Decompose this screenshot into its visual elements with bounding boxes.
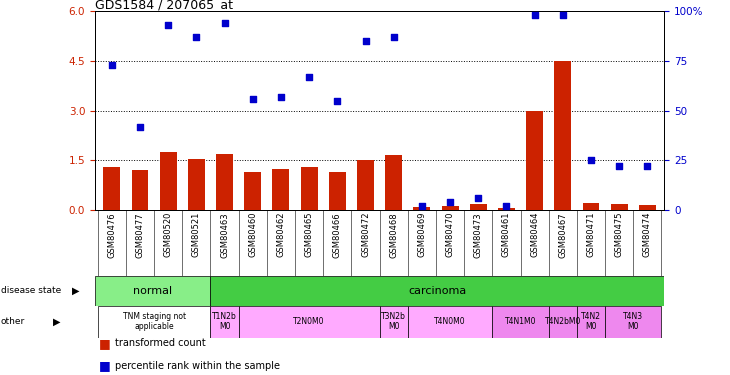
Bar xyxy=(272,169,289,210)
Point xyxy=(642,163,653,169)
Text: GSM80466: GSM80466 xyxy=(333,212,342,258)
Text: T4N3
M0: T4N3 M0 xyxy=(623,312,643,331)
Bar xyxy=(498,208,515,210)
Point xyxy=(303,74,315,80)
Point xyxy=(106,62,118,68)
Point xyxy=(472,195,484,201)
Text: carcinoma: carcinoma xyxy=(408,286,466,296)
Text: GDS1584 / 207065_at: GDS1584 / 207065_at xyxy=(95,0,233,11)
Bar xyxy=(188,159,205,210)
Text: GSM80467: GSM80467 xyxy=(558,212,567,258)
Text: T2N0M0: T2N0M0 xyxy=(293,317,325,326)
Text: GSM80471: GSM80471 xyxy=(586,212,596,258)
Bar xyxy=(577,306,605,338)
Text: ■: ■ xyxy=(99,337,110,350)
Bar xyxy=(470,204,487,210)
Point xyxy=(134,123,146,129)
Text: ■: ■ xyxy=(99,359,110,372)
Bar xyxy=(104,167,120,210)
Text: disease state: disease state xyxy=(1,286,61,295)
Text: GSM80520: GSM80520 xyxy=(164,212,173,257)
Bar xyxy=(526,111,543,210)
Text: GSM80465: GSM80465 xyxy=(304,212,314,258)
Point xyxy=(501,203,512,209)
Bar xyxy=(216,154,233,210)
Point xyxy=(445,199,456,205)
Point xyxy=(360,38,372,44)
Point xyxy=(247,96,258,102)
Text: normal: normal xyxy=(133,286,172,296)
Text: transformed count: transformed count xyxy=(115,338,206,348)
Text: other: other xyxy=(1,317,25,326)
Text: T4N0M0: T4N0M0 xyxy=(434,317,466,326)
Bar xyxy=(357,160,374,210)
Text: GSM80476: GSM80476 xyxy=(107,212,116,258)
Bar xyxy=(95,276,210,306)
Text: GSM80460: GSM80460 xyxy=(248,212,257,258)
Text: GSM80468: GSM80468 xyxy=(389,212,398,258)
Bar xyxy=(98,306,210,338)
Text: GSM80461: GSM80461 xyxy=(502,212,511,258)
Text: GSM80472: GSM80472 xyxy=(361,212,370,258)
Bar xyxy=(239,306,380,338)
Bar xyxy=(408,306,492,338)
Text: T1N2b
M0: T1N2b M0 xyxy=(212,312,237,331)
Bar xyxy=(554,61,572,210)
Text: GSM80477: GSM80477 xyxy=(136,212,145,258)
Text: GSM80470: GSM80470 xyxy=(445,212,455,258)
Bar xyxy=(492,306,549,338)
Bar xyxy=(380,306,408,338)
Bar xyxy=(210,306,239,338)
Bar xyxy=(245,172,261,210)
Point xyxy=(557,12,569,18)
Point xyxy=(331,98,343,104)
Text: GSM80521: GSM80521 xyxy=(192,212,201,257)
Text: GSM80462: GSM80462 xyxy=(277,212,285,258)
Point xyxy=(388,34,399,40)
Text: GSM80474: GSM80474 xyxy=(643,212,652,258)
Bar xyxy=(301,167,318,210)
Bar xyxy=(160,152,177,210)
Text: GSM80473: GSM80473 xyxy=(474,212,483,258)
Text: T3N2b
M0: T3N2b M0 xyxy=(381,312,406,331)
Text: ▶: ▶ xyxy=(53,316,61,327)
Bar xyxy=(328,172,346,210)
Bar xyxy=(385,155,402,210)
Point xyxy=(191,34,202,40)
Text: GSM80469: GSM80469 xyxy=(418,212,426,258)
Bar xyxy=(605,306,661,338)
Bar xyxy=(639,205,656,210)
Bar xyxy=(131,170,148,210)
Point xyxy=(416,203,428,209)
Bar xyxy=(442,206,458,210)
Point xyxy=(613,163,625,169)
Text: T4N2bM0: T4N2bM0 xyxy=(545,317,581,326)
Text: ▶: ▶ xyxy=(72,286,79,296)
Bar xyxy=(413,207,431,210)
Text: GSM80464: GSM80464 xyxy=(530,212,539,258)
Point xyxy=(275,94,287,100)
Text: percentile rank within the sample: percentile rank within the sample xyxy=(115,361,280,370)
Point xyxy=(162,22,174,28)
Text: GSM80463: GSM80463 xyxy=(220,212,229,258)
Bar xyxy=(210,276,664,306)
Point xyxy=(585,158,597,164)
Bar xyxy=(611,204,628,210)
Bar xyxy=(583,203,599,210)
Text: T4N2
M0: T4N2 M0 xyxy=(581,312,601,331)
Point xyxy=(529,12,540,18)
Bar xyxy=(549,306,577,338)
Text: T4N1M0: T4N1M0 xyxy=(504,317,537,326)
Text: GSM80475: GSM80475 xyxy=(615,212,623,258)
Point xyxy=(219,20,231,26)
Text: TNM staging not
applicable: TNM staging not applicable xyxy=(123,312,185,331)
